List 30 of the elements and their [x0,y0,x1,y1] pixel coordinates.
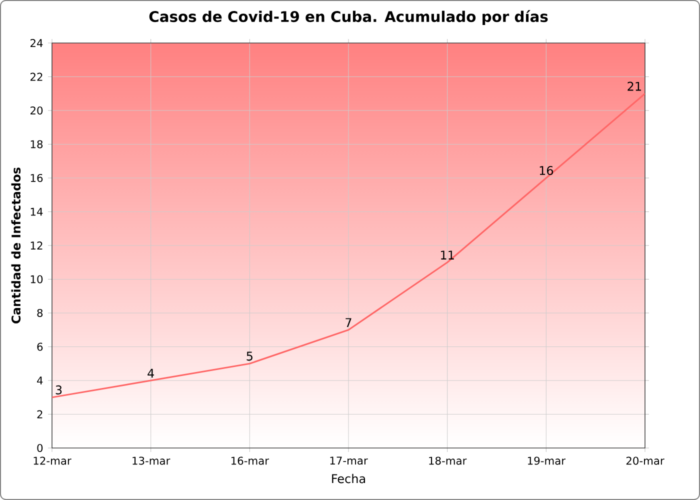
x-axis-title: Fecha [332,474,366,484]
x-tick-label: 20-mar [626,456,664,465]
x-tick-label: 12-mar [34,456,72,465]
y-tick-label: 24 [30,39,43,47]
y-tick-label: 20 [30,106,43,115]
x-tick-label: 17-mar [330,456,368,465]
x-tick-label: 19-mar [528,456,566,465]
y-tick-label: 18 [30,140,43,148]
y-tick-label: 10 [30,275,43,284]
x-tick-label: 16-mar [231,456,270,465]
data-label: 3 [56,385,62,394]
y-tick-label: 14 [30,208,43,216]
y-tick-label: 12 [30,242,42,250]
y-tick-label: 22 [30,72,42,81]
data-label: 11 [441,250,454,260]
data-label: 7 [346,318,352,327]
y-axis-title: Cantidad de Infectados [11,168,21,324]
y-tick-label: 0 [37,444,43,452]
x-tick-label: 13-mar [132,456,170,465]
x-tick-label: 18-mar [429,456,467,465]
y-tick-label: 6 [37,342,43,351]
y-tick-label: 2 [37,410,42,418]
data-label: 4 [148,368,154,378]
y-tick-label: 4 [37,376,43,384]
data-label: 5 [246,352,252,361]
data-label: 16 [540,166,554,176]
y-tick-label: 16 [30,174,43,182]
y-tick-label: 8 [37,308,43,318]
data-label: 21 [628,82,641,91]
chart-title: Casos de Covid-19 en Cuba. Acumulado por días [149,10,548,25]
